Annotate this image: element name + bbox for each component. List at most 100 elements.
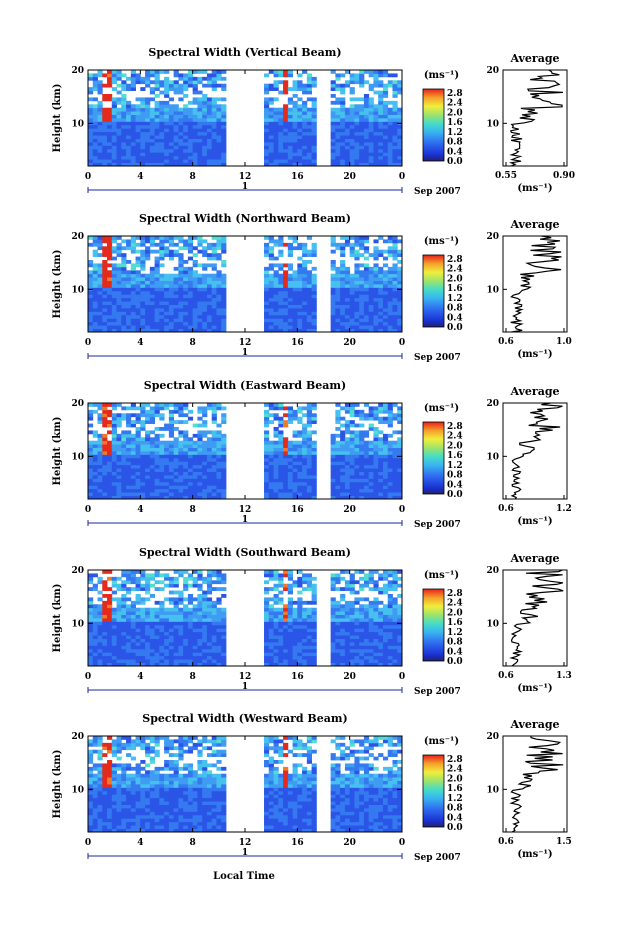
heatmap-cell bbox=[364, 128, 369, 132]
heatmap-cell bbox=[350, 115, 355, 119]
heatmap-cell bbox=[88, 461, 93, 465]
heatmap-cell bbox=[183, 104, 188, 108]
heatmap-cell bbox=[207, 135, 212, 139]
heatmap-cell bbox=[155, 587, 160, 591]
heatmap-cell bbox=[88, 77, 93, 81]
heatmap-cell bbox=[392, 91, 397, 95]
heatmap-cell bbox=[269, 135, 274, 139]
heatmap-cell bbox=[145, 649, 150, 653]
heatmap-cell bbox=[335, 420, 340, 424]
heatmap-cell bbox=[140, 322, 145, 326]
heatmap-cell bbox=[312, 139, 317, 143]
heatmap-cell bbox=[278, 142, 283, 146]
heatmap-cell bbox=[307, 277, 312, 281]
heatmap-cell bbox=[369, 97, 374, 101]
heatmap-cell bbox=[307, 635, 312, 639]
heatmap-cell bbox=[212, 403, 217, 407]
heatmap-cell bbox=[383, 263, 388, 267]
heatmap-cell bbox=[212, 420, 217, 424]
heatmap-cell bbox=[88, 649, 93, 653]
heatmap-cell bbox=[264, 587, 269, 591]
heatmap-cell bbox=[345, 84, 350, 88]
heatmap-cell bbox=[340, 250, 345, 254]
heatmap-cell bbox=[140, 260, 145, 264]
heatmap-cell bbox=[302, 424, 307, 428]
heatmap-cell bbox=[383, 441, 388, 445]
heatmap-cell bbox=[288, 454, 293, 458]
heatmap-cell bbox=[121, 472, 126, 476]
heatmap-cell bbox=[350, 274, 355, 278]
heatmap-cell bbox=[207, 325, 212, 329]
heatmap-cell bbox=[88, 635, 93, 639]
heatmap-cell bbox=[212, 118, 217, 122]
heatmap-cell bbox=[164, 91, 169, 95]
heatmap-cell bbox=[274, 263, 279, 267]
heatmap-cell bbox=[354, 159, 359, 163]
heatmap-cell bbox=[117, 125, 122, 129]
heatmap-cell bbox=[288, 111, 293, 115]
heatmap-cell bbox=[183, 413, 188, 417]
heatmap-cell bbox=[107, 80, 112, 84]
heatmap-cell bbox=[131, 284, 136, 288]
heatmap-cell bbox=[107, 111, 112, 115]
heatmap-cell bbox=[312, 311, 317, 315]
heatmap-cell bbox=[197, 601, 202, 605]
heatmap-cell bbox=[221, 274, 226, 278]
heatmap-cell bbox=[159, 145, 164, 149]
heatmap-cell bbox=[98, 73, 103, 77]
heatmap-cell bbox=[178, 420, 183, 424]
heatmap-cell bbox=[126, 239, 131, 243]
heatmap-cell bbox=[178, 434, 183, 438]
heatmap-cell bbox=[98, 149, 103, 153]
heatmap-cell bbox=[269, 489, 274, 493]
heatmap-cell bbox=[112, 413, 117, 417]
heatmap-cell bbox=[307, 260, 312, 264]
heatmap-cell bbox=[93, 121, 98, 125]
heatmap-cell bbox=[212, 322, 217, 326]
heatmap-cell bbox=[207, 485, 212, 489]
heatmap-cell bbox=[297, 257, 302, 261]
heatmap-cell bbox=[140, 118, 145, 122]
heatmap-cell bbox=[107, 441, 112, 445]
heatmap-cell bbox=[126, 243, 131, 247]
heatmap-cell bbox=[269, 263, 274, 267]
heatmap-cell bbox=[107, 277, 112, 281]
heatmap-cell bbox=[373, 427, 378, 431]
heatmap-cell bbox=[159, 448, 164, 452]
heatmap-cell bbox=[350, 287, 355, 291]
heatmap-cell bbox=[264, 87, 269, 91]
colorbar-tick-label: 0.0 bbox=[447, 490, 463, 500]
heatmap-cell bbox=[212, 267, 217, 271]
heatmap-cell bbox=[378, 298, 383, 302]
heatmap-cell bbox=[269, 645, 274, 649]
heatmap-cell bbox=[164, 465, 169, 469]
heatmap-cell bbox=[269, 315, 274, 319]
heatmap-cell bbox=[207, 478, 212, 482]
heatmap-cell bbox=[378, 250, 383, 254]
heatmap-cell bbox=[350, 468, 355, 472]
heatmap-cell bbox=[183, 301, 188, 305]
heatmap-cell bbox=[283, 121, 288, 125]
heatmap-cell bbox=[283, 291, 288, 295]
heatmap-cell bbox=[297, 642, 302, 646]
heatmap-cell bbox=[155, 659, 160, 663]
heatmap-cell bbox=[212, 73, 217, 77]
heatmap-cell bbox=[297, 632, 302, 636]
heatmap-cell bbox=[88, 152, 93, 156]
heatmap-cell bbox=[112, 318, 117, 322]
heatmap-cell bbox=[136, 458, 141, 462]
heatmap-cell bbox=[117, 77, 122, 81]
heatmap-cell bbox=[392, 243, 397, 247]
heatmap-cell bbox=[169, 635, 174, 639]
heatmap-cell bbox=[354, 298, 359, 302]
heatmap-cell bbox=[312, 482, 317, 486]
heatmap-cell bbox=[216, 601, 221, 605]
average-y-tick-label: 10 bbox=[486, 452, 499, 462]
heatmap-cell bbox=[155, 135, 160, 139]
heatmap-cell bbox=[117, 604, 122, 608]
heatmap-cell bbox=[345, 458, 350, 462]
heatmap-cell bbox=[107, 73, 112, 77]
heatmap-cell bbox=[150, 287, 155, 291]
heatmap-cell bbox=[354, 478, 359, 482]
heatmap-cell bbox=[288, 142, 293, 146]
